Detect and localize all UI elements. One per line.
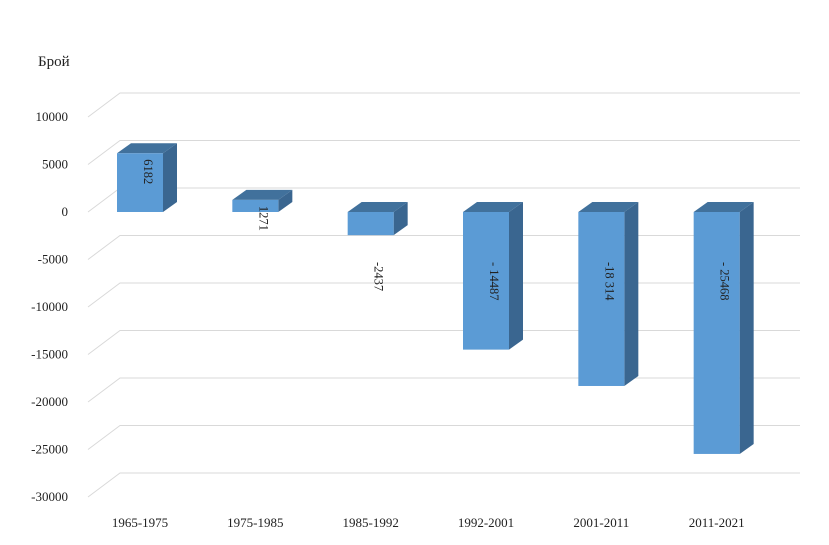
bar-side: [163, 143, 177, 212]
x-category-label: 1985-1992: [342, 515, 398, 530]
y-tick-label: 10000: [36, 109, 69, 124]
data-label: - 14487: [487, 262, 501, 301]
x-axis-categories: 1965-1975 1975-1985 1985-1992 1992-2001 2001…: [112, 515, 745, 530]
bar-front: [578, 212, 625, 386]
gridline: [87, 140, 800, 165]
gridlines: [87, 92, 800, 498]
bar-front: [232, 199, 279, 212]
bar-side: [278, 189, 293, 212]
bar-front: [117, 153, 163, 212]
bar-1975-1985: 1271: [232, 189, 293, 231]
x-category-label: 2001-2011: [573, 515, 629, 530]
bar-side: [624, 202, 639, 386]
bar-side: [509, 202, 523, 350]
bar-2001-2011: -18 314: [578, 202, 639, 386]
x-category-label: 1975-1985: [227, 515, 283, 530]
y-tick-label: -20000: [31, 394, 68, 409]
bar-front: [463, 212, 509, 350]
gridline: [87, 377, 800, 403]
bar-top: [463, 202, 523, 212]
y-tick-label: 5000: [42, 157, 68, 172]
gridline: [87, 330, 800, 355]
bar-2011-2021: - 25468: [693, 202, 754, 454]
x-category-label: 1992-2001: [458, 515, 514, 530]
bar-front: [347, 212, 394, 236]
bar-1965-1975: 6182: [117, 143, 177, 212]
gridline: [87, 282, 800, 308]
gridline: [87, 425, 800, 450]
y-axis-ticks: 10000 5000 0 -5000 -10000 -15000 -20000 -25000 -…: [31, 109, 68, 504]
bar-top: [347, 202, 408, 212]
y-tick-label: -30000: [31, 489, 68, 504]
x-category-label: 2011-2021: [689, 515, 745, 530]
gridline: [87, 92, 800, 118]
bar-top: [578, 202, 639, 212]
bars: 6182 1271 -2437 - 14487 -18 314 - 25468: [117, 143, 754, 454]
y-tick-label: -5000: [38, 252, 68, 267]
y-tick-label: 0: [62, 204, 69, 219]
bar-1985-1992: -2437: [347, 202, 408, 291]
data-label: -2437: [372, 262, 386, 291]
bar-1992-2001: - 14487: [463, 202, 523, 350]
bar-front: [693, 212, 740, 454]
bar-top: [693, 202, 754, 212]
gridline: [87, 472, 800, 498]
y-axis-label: Брой: [38, 54, 70, 70]
gridline: [87, 235, 800, 260]
y-tick-label: -15000: [31, 347, 68, 362]
data-label: - 25468: [718, 262, 732, 301]
y-tick-label: -25000: [31, 442, 68, 457]
x-category-label: 1965-1975: [112, 515, 168, 530]
bar-top: [232, 189, 293, 200]
data-label: 6182: [141, 159, 155, 184]
bar-side: [739, 202, 754, 454]
bar-side: [393, 202, 408, 236]
y-tick-label: -10000: [31, 299, 68, 314]
gridline: [87, 187, 800, 213]
bar-top: [117, 143, 177, 154]
data-label: 1271: [256, 206, 270, 231]
data-label: -18 314: [602, 262, 616, 301]
